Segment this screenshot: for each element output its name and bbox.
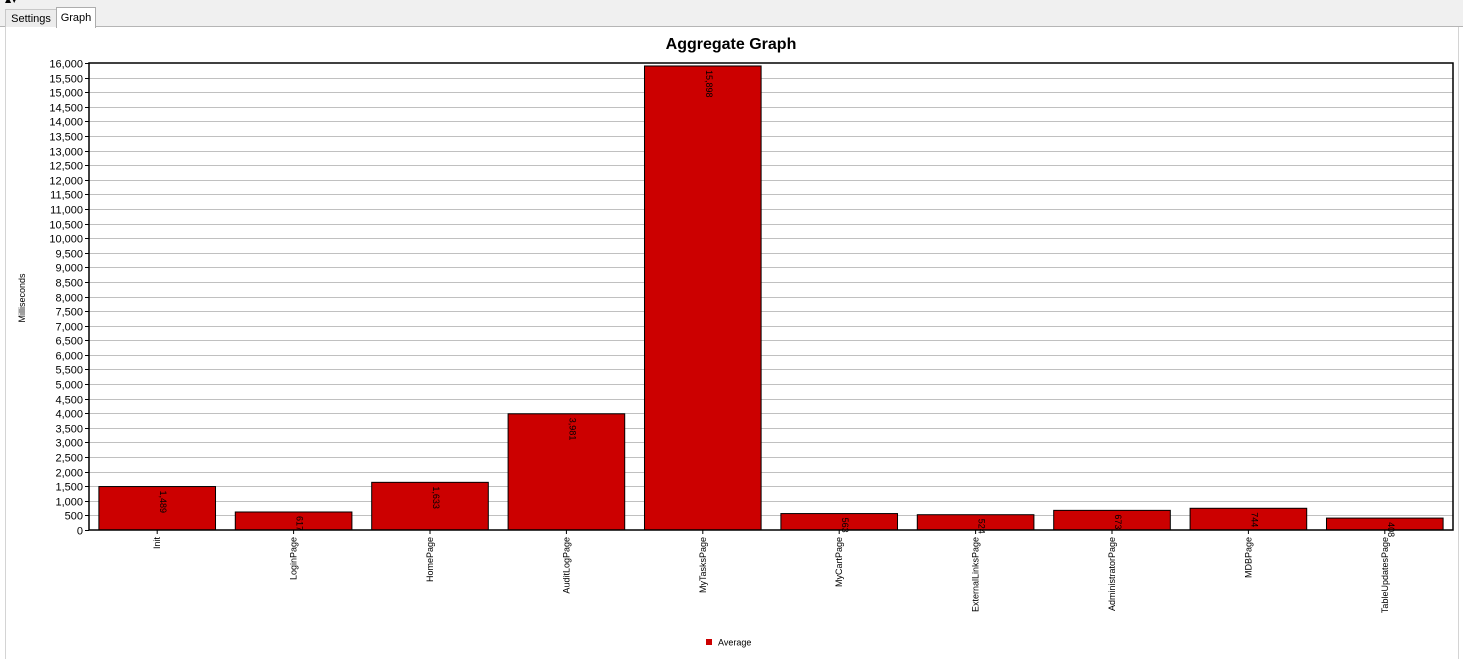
bar-Init [98,486,217,531]
bar-AuditLogPage [507,413,626,531]
tab-settings[interactable]: Settings [5,9,57,27]
y-tick-label: 12,500 [49,161,83,173]
y-tick-label: 0 [77,526,83,538]
chart-title: Aggregate Graph [666,36,797,53]
category-label-AdministratorPage: AdministratorPage [1107,537,1117,611]
aggregate-bar-chart: Aggregate Graph Milliseconds 0 500 1,000 1,… [17,36,1454,648]
category-label-MyCartPage: MyCartPage [834,537,844,587]
bars [98,65,1444,531]
y-tick-label: 14,000 [49,117,83,129]
value-label-AdministratorPage: 673 [1113,514,1123,529]
gridlines [89,78,1453,516]
category-label-HomePage: HomePage [425,537,435,582]
value-label-LoginPage: 617 [295,516,305,531]
bar-MyCartPage [780,513,899,531]
value-label-ExternalLinksPage: 524 [977,519,987,534]
category-label-MDBPage: MDBPage [1243,537,1253,578]
y-tick-label: 6,500 [55,336,83,348]
y-tick-label: 15,500 [49,74,83,86]
bar-ExternalLinksPage [916,514,1035,531]
y-tick-label: 8,000 [55,293,83,305]
y-tick-label: 8,500 [55,278,83,290]
category-label-MyTasksPage: MyTasksPage [698,537,708,593]
category-label-ExternalLinksPage: ExternalLinksPage [971,537,981,612]
y-tick-label: 10,000 [49,234,83,246]
y-tick-label: 7,500 [55,307,83,319]
y-tick-label: 11,000 [50,205,83,217]
y-tick-label: 11,500 [50,190,83,202]
y-tick-label: 9,500 [55,249,83,261]
y-tick-label: 7,000 [55,322,83,334]
y-tick-label: 3,000 [55,438,83,450]
value-label-Init: 1,489 [158,491,168,514]
y-tick-label: 10,500 [49,220,83,232]
y-tick-label: 5,000 [55,380,83,392]
y-tick-label: 13,000 [49,147,83,159]
value-label-MyCartPage: 563 [840,518,850,533]
y-tick-label: 14,500 [49,103,83,115]
y-tick-label: 6,000 [55,351,83,363]
category-label-Init: Init [152,537,162,550]
y-tick-label: 2,000 [55,468,83,480]
bar-HomePage [371,481,489,531]
bar-MyTasksPage [643,65,762,531]
y-axis-ticks: 0 500 1,000 1,500 2,000 2,500 3,000 3,500 4,000 4… [49,59,89,538]
bar-TableUpdatesPage [1325,517,1444,531]
value-label-MyTasksPage: 15,898 [704,70,714,98]
y-tick-label: 5,500 [55,365,83,377]
y-tick-label: 3,500 [55,424,83,436]
plot-area-frame [88,62,1454,531]
collapse-arrows-icon[interactable]: ▲▼ [5,0,17,4]
tab-graph[interactable]: Graph [56,7,96,28]
value-label-HomePage: 1,633 [431,486,441,509]
y-tick-label: 9,000 [55,263,83,275]
category-label-TableUpdatesPage: TableUpdatesPage [1380,537,1390,613]
y-tick-label: 16,000 [49,59,83,71]
y-axis-label: Milliseconds [17,273,27,323]
category-labels: Init LoginPage HomePage AuditLogPage MyTasks… [152,530,1390,613]
y-tick-label: 1,500 [55,482,83,494]
y-tick-label: 4,500 [55,395,83,407]
y-tick-label: 13,500 [49,132,83,144]
y-tick-label: 4,000 [55,409,83,421]
bar-AdministratorPage [1053,509,1171,531]
y-tick-label: 1,000 [55,497,83,509]
tab-bar: Settings Graph [0,6,1463,28]
bar-LoginPage [234,511,353,531]
y-tick-label: 12,000 [49,176,83,188]
category-label-AuditLogPage: AuditLogPage [561,537,571,594]
value-label-MDBPage: 744 [1249,512,1259,527]
y-tick-label: 15,000 [49,88,83,100]
graph-panel: Aggregate Graph Milliseconds 0 500 1,000 1,… [5,27,1459,659]
y-tick-label: 500 [65,511,83,523]
legend-swatch-average [706,639,712,645]
legend-label-average: Average [718,638,751,648]
value-label-AuditLogPage: 3,981 [567,418,577,441]
bar-MDBPage [1189,507,1308,531]
category-label-LoginPage: LoginPage [289,537,299,580]
legend: Average [706,638,751,648]
y-tick-label: 2,500 [55,453,83,465]
